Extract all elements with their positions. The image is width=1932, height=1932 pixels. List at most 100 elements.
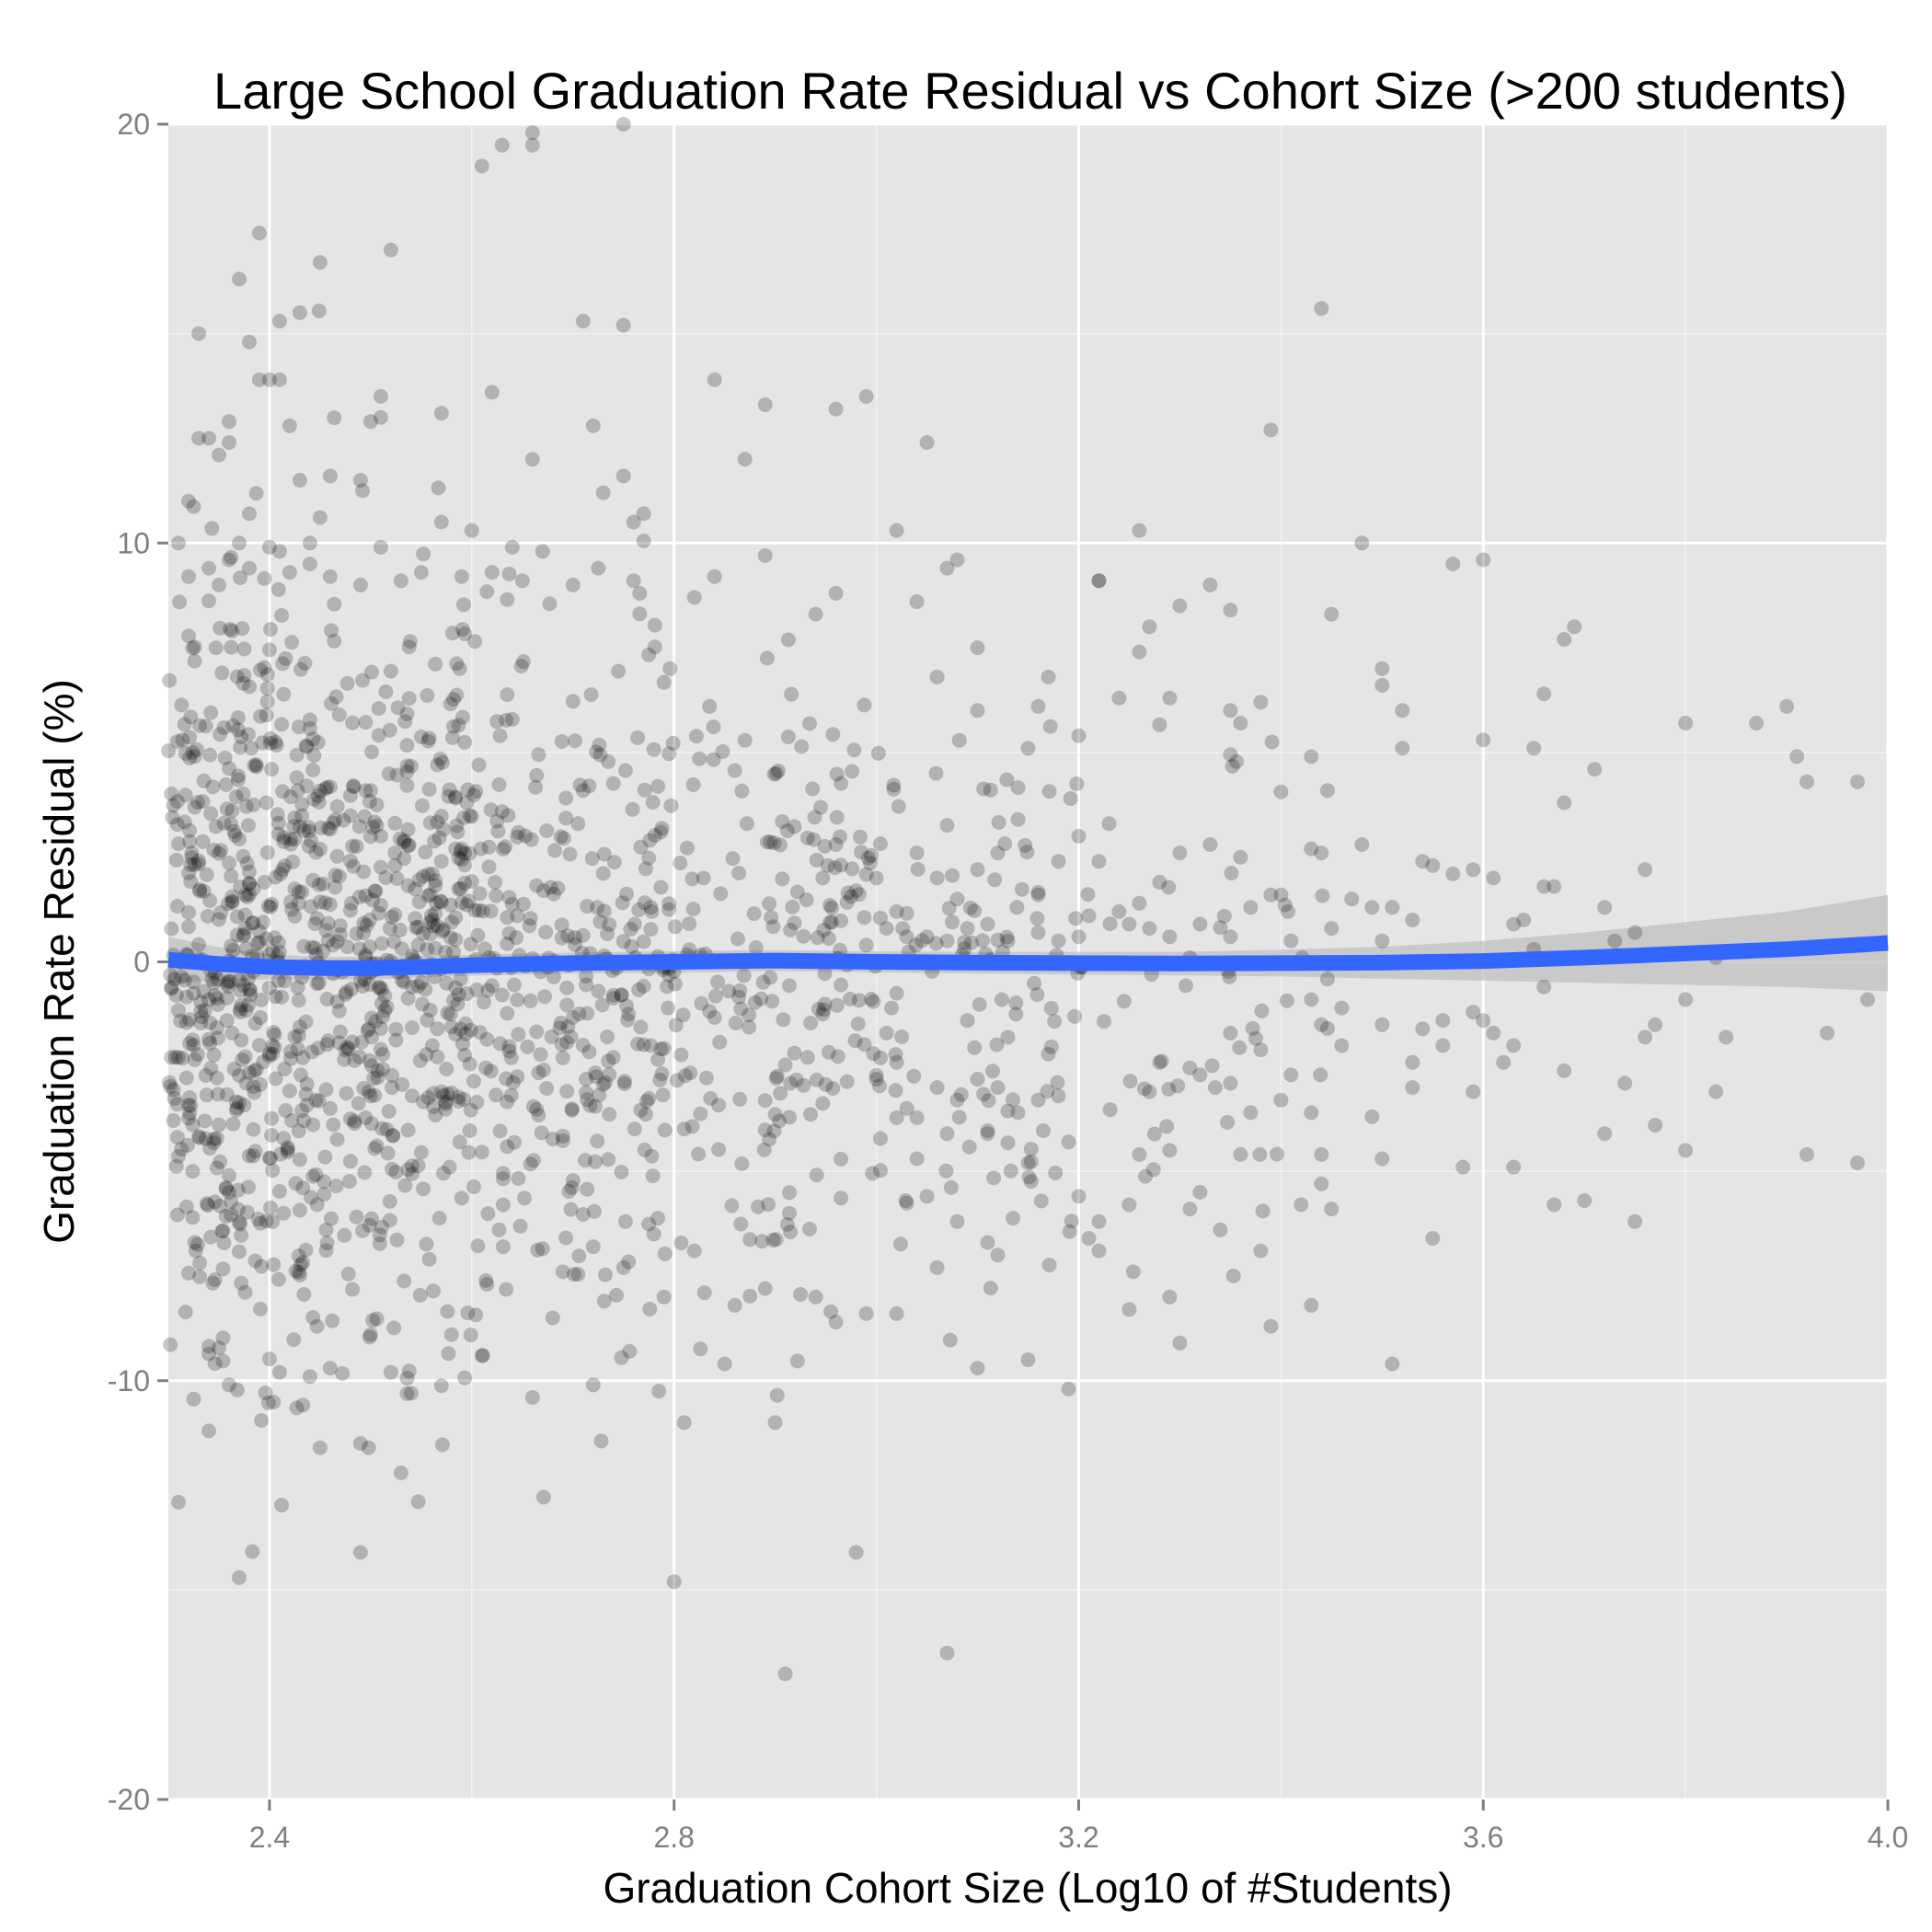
- data-point: [1415, 1021, 1431, 1037]
- data-point: [200, 1198, 215, 1213]
- data-point: [1678, 716, 1694, 730]
- data-point: [533, 1047, 548, 1063]
- data-point: [626, 514, 641, 530]
- data-point: [961, 1139, 977, 1155]
- data-point: [269, 738, 284, 753]
- data-point: [290, 1041, 305, 1057]
- data-point: [358, 783, 374, 799]
- data-point: [637, 782, 652, 798]
- data-point: [401, 1363, 417, 1379]
- data-point: [371, 701, 386, 717]
- data-point: [219, 1087, 235, 1102]
- data-point: [292, 305, 307, 320]
- data-point: [400, 822, 416, 837]
- data-point: [469, 983, 485, 997]
- data-point: [1061, 1134, 1076, 1150]
- data-point: [448, 932, 464, 948]
- data-point: [899, 929, 914, 945]
- data-point: [1476, 552, 1491, 568]
- data-point: [759, 834, 775, 850]
- data-point: [372, 1227, 387, 1243]
- data-point: [224, 893, 240, 909]
- data-point: [766, 1123, 782, 1139]
- data-point: [206, 1135, 222, 1151]
- data-point: [500, 808, 516, 823]
- data-point: [385, 1067, 399, 1083]
- data-point: [375, 1009, 391, 1025]
- data-point: [605, 991, 621, 1006]
- data-point: [291, 884, 306, 900]
- data-point: [356, 915, 372, 931]
- data-point: [247, 1144, 263, 1159]
- data-point: [919, 929, 935, 945]
- data-point: [278, 650, 293, 666]
- data-point: [617, 763, 633, 778]
- data-point: [565, 1010, 581, 1025]
- data-point: [457, 627, 473, 641]
- data-point: [286, 819, 302, 834]
- data-point: [232, 1244, 247, 1259]
- data-point: [511, 824, 526, 840]
- data-point: [291, 993, 306, 1008]
- data-point: [265, 1163, 281, 1179]
- data-point: [753, 991, 769, 1006]
- data-point: [256, 914, 271, 930]
- data-point: [972, 996, 987, 1012]
- data-point: [627, 1121, 642, 1137]
- data-point: [1121, 916, 1137, 932]
- data-point: [243, 983, 259, 998]
- data-point: [312, 842, 328, 857]
- data-point: [733, 1216, 749, 1232]
- data-point: [614, 1350, 629, 1365]
- data-point: [324, 623, 339, 638]
- data-point: [182, 730, 198, 745]
- data-point: [169, 1207, 185, 1223]
- data-point: [358, 1110, 374, 1125]
- data-point: [224, 639, 239, 655]
- data-point: [210, 1087, 225, 1102]
- data-point: [230, 768, 246, 784]
- data-point: [224, 868, 239, 884]
- data-point: [347, 1113, 362, 1129]
- data-point: [828, 1315, 844, 1329]
- data-point: [591, 983, 606, 999]
- data-point: [535, 1063, 551, 1077]
- data-point: [286, 1332, 302, 1348]
- data-point: [579, 969, 594, 983]
- data-point: [377, 988, 393, 1004]
- data-point: [416, 926, 431, 941]
- data-point: [799, 830, 815, 845]
- data-point: [220, 979, 236, 995]
- data-point: [1385, 900, 1400, 915]
- data-point: [673, 1047, 689, 1063]
- data-point: [364, 1029, 379, 1045]
- data-point: [456, 1091, 471, 1107]
- data-point: [824, 914, 840, 930]
- data-point: [358, 888, 374, 903]
- data-point: [1577, 1193, 1593, 1208]
- data-point: [322, 1361, 338, 1376]
- data-point: [318, 923, 334, 938]
- data-point: [199, 867, 214, 882]
- data-point: [305, 731, 321, 747]
- data-point: [737, 732, 753, 748]
- data-point: [775, 814, 790, 829]
- data-point: [484, 978, 500, 994]
- data-point: [614, 1165, 629, 1179]
- data-point: [558, 811, 574, 826]
- data-point: [848, 883, 864, 899]
- data-point: [559, 1084, 575, 1099]
- data-point: [614, 987, 629, 1003]
- data-point: [815, 870, 831, 886]
- data-point: [412, 1287, 428, 1303]
- data-point: [413, 565, 429, 581]
- data-point: [399, 777, 415, 793]
- data-point: [1071, 929, 1087, 945]
- data-point: [561, 1184, 577, 1199]
- data-point: [692, 751, 707, 766]
- data-point: [1263, 887, 1279, 903]
- data-point: [731, 866, 747, 880]
- data-point: [457, 1370, 473, 1386]
- data-point: [422, 887, 438, 903]
- data-point: [216, 720, 232, 735]
